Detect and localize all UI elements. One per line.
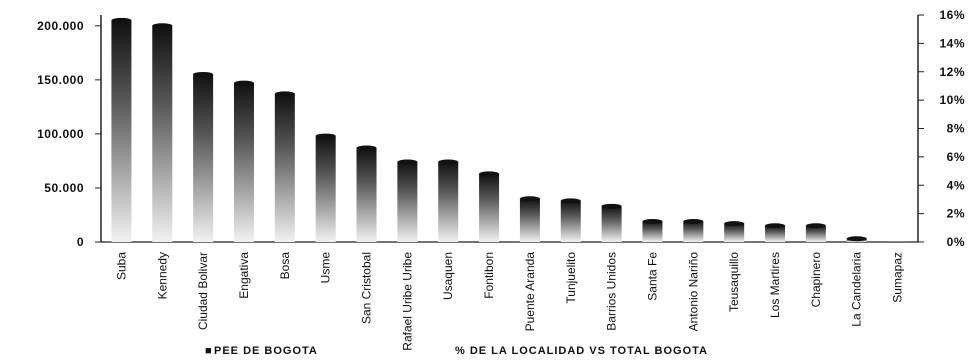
bar	[724, 223, 745, 242]
category-label: Chapinero	[809, 252, 823, 308]
bar	[642, 221, 663, 242]
bar-cap	[479, 171, 500, 177]
bar	[397, 162, 418, 242]
category-label: Sumapaz	[891, 252, 905, 303]
category-label: Ciudad Bolivar	[196, 252, 210, 330]
category-label: Bosa	[278, 252, 292, 280]
bar-cap	[274, 91, 295, 97]
legend-label-1: % DE LA LOCALIDAD VS TOTAL BOGOTA	[455, 345, 708, 357]
category-label: La Candelaria	[850, 252, 864, 327]
bar-cap	[397, 159, 418, 165]
right-axis-ticks: 0% 2% 4% 6% 8% 10% 12% 14% 16%	[918, 8, 965, 249]
bar	[315, 136, 336, 242]
category-label: Usaquen	[441, 252, 455, 300]
bar	[683, 221, 704, 242]
left-tick-label: 100.000	[37, 127, 84, 141]
bar-cap	[519, 196, 540, 202]
legend-label-0: PEE DE BOGOTA	[214, 345, 318, 357]
right-tick-label: 0%	[947, 235, 965, 249]
left-tick-label: 0	[77, 235, 84, 249]
category-label: San Cristobal	[360, 252, 374, 324]
bar-cap	[683, 218, 704, 224]
right-tick-label: 8%	[947, 122, 965, 136]
bar	[765, 225, 786, 242]
bar	[233, 83, 254, 242]
right-tick-label: 12%	[939, 65, 965, 79]
legend: ■ PEE DE BOGOTA % DE LA LOCALIDAD VS TOT…	[205, 345, 708, 357]
category-label: Tunjuelito	[564, 252, 578, 304]
bar-cap	[438, 159, 459, 165]
category-labels: Suba Kennedy Ciudad Bolivar Engativa Bosa Usm…	[114, 252, 904, 351]
left-tick-label: 150.000	[37, 73, 84, 87]
bar	[560, 200, 581, 242]
bar	[152, 25, 173, 242]
bar-cap	[846, 236, 867, 242]
category-label: Rafael Uribe Uribe	[400, 252, 414, 351]
bar-cap	[356, 145, 377, 151]
bar	[887, 241, 908, 242]
category-label: Antonio Nariño	[686, 252, 700, 332]
bar	[438, 162, 459, 242]
category-label: Suba	[114, 252, 128, 280]
category-label: Kennedy	[155, 252, 169, 299]
bar	[193, 74, 214, 242]
category-label: Teusaquillo	[727, 252, 741, 312]
bar	[519, 198, 540, 242]
bar-cap	[233, 80, 254, 86]
bar-cap	[601, 203, 622, 209]
bar-cap	[765, 223, 786, 229]
right-tick-label: 16%	[939, 8, 965, 22]
right-tick-label: 2%	[947, 207, 965, 221]
left-tick-label: 50.000	[44, 181, 84, 195]
category-label: Los Martires	[768, 252, 782, 318]
bar	[479, 173, 500, 242]
bar-cap	[642, 218, 663, 224]
bar	[111, 20, 132, 243]
bar	[356, 147, 377, 242]
bar-cap	[193, 71, 214, 77]
right-tick-label: 14%	[939, 36, 965, 50]
axes	[100, 15, 919, 243]
category-label: Usme	[319, 252, 333, 284]
bar-cap	[315, 133, 336, 139]
bar-cap	[805, 223, 826, 229]
bar	[274, 93, 295, 243]
category-label: Barrios Unidos	[605, 252, 619, 331]
left-tick-label: 200.000	[37, 19, 84, 33]
bar-cap	[111, 17, 132, 23]
category-label: Fontibon	[482, 252, 496, 299]
category-label: Puente Aranda	[523, 252, 537, 332]
category-label: Engativa	[237, 252, 251, 299]
right-tick-label: 10%	[939, 93, 965, 107]
legend-marker-0: ■	[205, 345, 213, 357]
bar-cap	[152, 23, 173, 29]
bar	[805, 225, 826, 242]
right-tick-label: 4%	[947, 178, 965, 192]
category-label: Santa Fe	[645, 252, 659, 301]
bar	[601, 206, 622, 242]
left-axis-ticks: 0 50.000 100.000 150.000 200.000	[37, 19, 101, 249]
bars	[111, 17, 908, 243]
bar-cap	[724, 221, 745, 227]
right-tick-label: 6%	[947, 150, 965, 164]
bar-cap	[560, 198, 581, 204]
